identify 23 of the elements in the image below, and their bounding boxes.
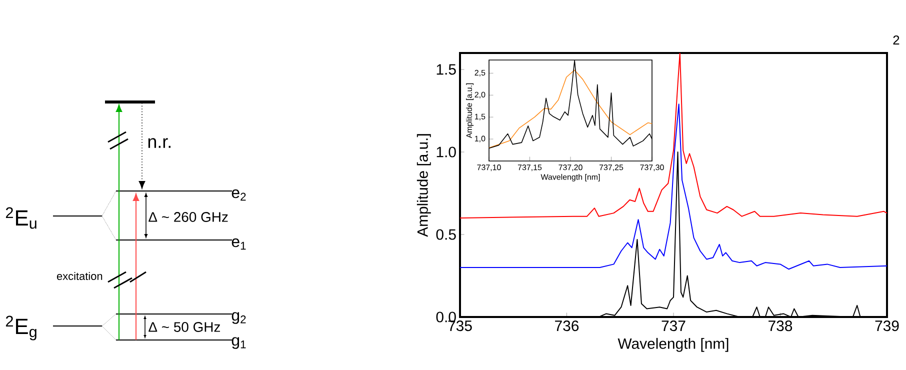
x-tick-label: 737 [662, 320, 686, 332]
y-tick-label: 1.5 [436, 64, 456, 75]
text: $^{2}$E$_{g}$ [6, 316, 36, 340]
text: Δ ~ 50 GHz [148, 322, 220, 332]
x-tick-label: 739 [875, 320, 899, 332]
text: n.r. [148, 138, 170, 148]
text: 2 [893, 35, 900, 45]
text: g$_{1}$ [232, 337, 246, 349]
x-tick-label: 735 [448, 320, 472, 332]
y-axis-title: Amplitude [a.u.] [416, 134, 431, 237]
x-axis-title: Wavelength [nm] [618, 338, 728, 352]
y-tick-label: 0.0 [436, 312, 456, 322]
line-series [460, 104, 888, 270]
text: $^{2}$E$_{u}$ [6, 207, 36, 229]
x-tick-label: 736 [555, 320, 579, 332]
text: e$_{1}$ [232, 238, 246, 250]
y-tick-label: 1.0 [436, 146, 456, 158]
x-tick-label: 738 [768, 320, 792, 332]
text: g$_{2}$ [232, 312, 246, 324]
text: e$_{2}$ [232, 189, 246, 201]
text: Δ ~ 260 GHz [148, 212, 228, 222]
text: excitation [56, 272, 102, 280]
y-tick-label: 0.5 [436, 229, 456, 240]
